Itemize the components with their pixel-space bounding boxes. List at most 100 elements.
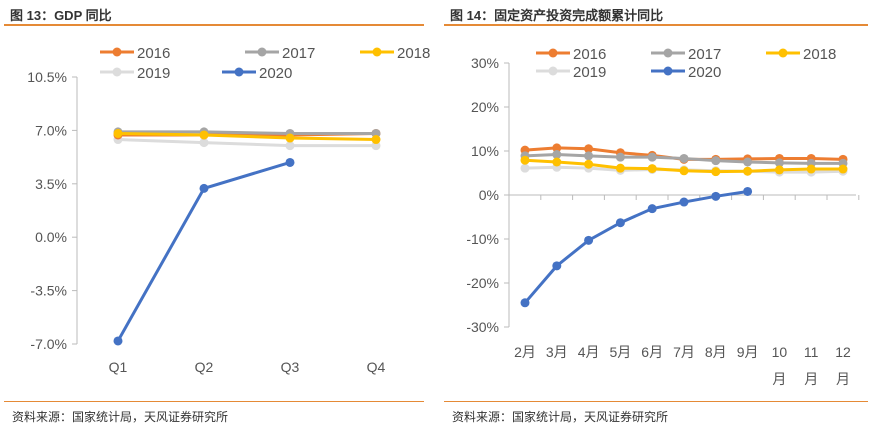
y-tick-label: 10%: [471, 143, 499, 159]
legend-marker-2020: [663, 66, 673, 76]
data-point-2017: [774, 158, 784, 168]
data-point-2020: [711, 191, 721, 201]
y-tick-label: 30%: [471, 55, 499, 71]
data-point-2016: [552, 143, 562, 153]
data-point-2017: [584, 151, 594, 161]
legend-marker-2018: [778, 48, 788, 58]
source-note: 资料来源：国家统计局，天风证券研究所: [12, 410, 229, 424]
data-point-2020: [615, 218, 625, 228]
data-point-2018: [743, 166, 753, 176]
series-line-2017: [118, 130, 376, 135]
data-point-2018: [679, 166, 689, 176]
data-point-2018: [552, 157, 562, 167]
x-tick-label: 8月: [705, 344, 727, 360]
x-tick-label: 5月: [610, 344, 632, 360]
chart-title-13: 图 13：GDP 同比: [10, 8, 112, 23]
data-point-2018: [199, 130, 209, 140]
gdp-line-chart: 10.5% 7.0% 3.5% 0.0% -3.5% -7.0% Q1 Q2 Q3 Q4 2016 2…: [27, 45, 430, 375]
data-point-2016: [584, 144, 594, 154]
fai-line-chart: 30% 20% 10% 0% -10% -20% -30% 2月 3月 4月 5月 6月 7月 8月 9月 1…: [466, 46, 860, 387]
data-point-2018: [806, 164, 816, 174]
data-point-2018: [520, 155, 530, 165]
data-point-2020: [679, 197, 689, 207]
title-divider: [4, 24, 424, 26]
x-tick-label: 11 月: [804, 344, 819, 387]
y-tick-label: 0%: [479, 187, 499, 203]
title-divider: [444, 24, 868, 26]
chart-title-14: 图 14：固定资产投资完成额累计同比: [450, 8, 664, 23]
source-divider: [444, 401, 868, 402]
x-tick-label: 9月: [737, 344, 759, 360]
x-tick-label: 3月: [546, 344, 568, 360]
series-line-2020: [523, 189, 748, 304]
source-note: 资料来源：国家统计局，天风证券研究所: [452, 410, 669, 424]
y-tick-label: -20%: [466, 275, 499, 291]
data-point-2019: [285, 141, 295, 151]
source-divider: [4, 401, 424, 402]
x-tick-label: 7月: [673, 344, 695, 360]
series-line-2018: [117, 131, 377, 142]
data-point-2020: [285, 157, 295, 167]
data-point-2018: [584, 159, 594, 169]
legend-label: 2017: [282, 45, 315, 62]
data-point-2018: [774, 165, 784, 175]
y-tick-label: -10%: [466, 231, 499, 247]
legend-marker-2019: [112, 67, 122, 77]
legend-label: 2017: [688, 46, 721, 63]
data-point-2018: [838, 164, 848, 174]
legend-label: 2019: [573, 64, 606, 81]
x-tick-label: 4月: [578, 344, 600, 360]
data-point-2017: [743, 157, 753, 167]
legend-marker-2018: [372, 47, 382, 57]
data-point-2020: [584, 235, 594, 245]
y-tick-label: 10.5%: [27, 69, 67, 85]
y-tick-label: -30%: [466, 319, 499, 335]
legend-label: 2020: [688, 64, 721, 81]
legend-label: 2019: [137, 65, 170, 82]
legend-marker-2016: [548, 48, 558, 58]
legend-label: 2020: [259, 65, 292, 82]
legend-marker-2016: [112, 47, 122, 57]
x-tick-label: Q1: [109, 359, 128, 375]
legend-label: 2016: [137, 45, 170, 62]
data-point-2020: [520, 298, 530, 308]
x-tick-label: Q4: [367, 359, 386, 375]
y-tick-label: 20%: [471, 99, 499, 115]
legend-label: 2018: [803, 46, 836, 63]
legend-label: 2018: [397, 45, 430, 62]
y-tick-label: 3.5%: [35, 176, 67, 192]
x-tick-label: 12 月: [835, 344, 851, 387]
data-point-2018: [647, 164, 657, 174]
legend-label: 2016: [573, 46, 606, 63]
data-point-2020: [113, 336, 123, 346]
data-point-2019: [199, 138, 209, 148]
data-point-2017: [679, 153, 689, 163]
x-tick-label: 6月: [641, 344, 663, 360]
legend-marker-2020: [234, 67, 244, 77]
data-point-2018: [711, 167, 721, 177]
x-tick-label: Q2: [195, 359, 214, 375]
data-point-2018: [615, 163, 625, 173]
legend-marker-2019: [548, 66, 558, 76]
y-tick-label: -3.5%: [30, 283, 67, 299]
data-point-2017: [615, 152, 625, 162]
series-line-2019: [117, 138, 376, 148]
data-point-2020: [552, 261, 562, 271]
y-tick-label: 0.0%: [35, 229, 67, 245]
data-point-2018: [371, 135, 381, 145]
data-point-2017: [552, 150, 562, 160]
y-tick-label: -7.0%: [30, 336, 67, 352]
legend-marker-2017: [257, 47, 267, 57]
data-point-2020: [743, 186, 753, 196]
x-tick-label: Q3: [281, 359, 300, 375]
data-point-2018: [113, 128, 123, 138]
data-point-2020: [199, 183, 209, 193]
y-tick-label: 7.0%: [35, 122, 67, 138]
legend-marker-2017: [663, 48, 673, 58]
x-tick-label: 10 月: [772, 344, 788, 387]
data-point-2017: [647, 152, 657, 162]
data-point-2019: [520, 163, 530, 173]
x-tick-label: 2月: [514, 344, 536, 360]
data-point-2017: [711, 156, 721, 166]
data-point-2018: [285, 133, 295, 143]
